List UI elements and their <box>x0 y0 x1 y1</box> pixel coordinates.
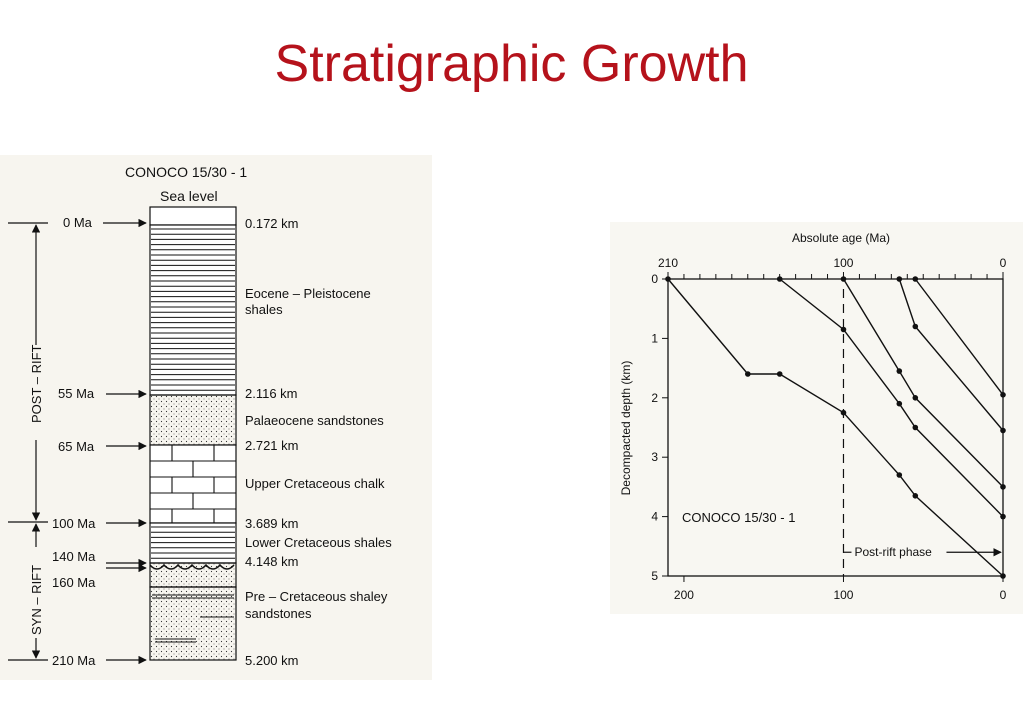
unit-palaeocene: Palaeocene sandstones <box>245 413 384 428</box>
burial-curve-2 <box>779 278 1004 518</box>
unit-chalk: Upper Cretaceous chalk <box>245 476 385 491</box>
slide-title: Stratigraphic Growth <box>274 35 749 93</box>
burial-curve-4 <box>898 278 1004 431</box>
burial-point <box>776 371 783 377</box>
burial-point <box>665 276 671 282</box>
unit-eocene-line2: shales <box>245 302 283 317</box>
burial-point <box>1000 573 1006 579</box>
plot-frame <box>667 278 1004 577</box>
depth-label-3: 2.721 km <box>245 438 298 453</box>
pre-cretaceous-layer <box>149 586 237 661</box>
burial-point <box>912 493 919 499</box>
depth-label-1: 0.172 km <box>245 216 298 231</box>
column-title: CONOCO 15/30 - 1 <box>125 164 247 180</box>
post-rift-label: POST – RIFT <box>29 344 44 423</box>
top-axis-title: Absolute age (Ma) <box>792 231 890 245</box>
column-body <box>149 206 237 661</box>
burial-point <box>896 276 903 282</box>
burial-curve-3 <box>842 278 1004 488</box>
burial-history-chart: Absolute age (Ma) Decompacted depth (km)… <box>619 231 1007 602</box>
age-label-160: 160 Ma <box>52 575 96 590</box>
unit-pre-cretaceous-line1: Pre – Cretaceous shaley <box>245 589 388 604</box>
depth-label-6: 5.200 km <box>245 653 298 668</box>
age-label-65: 65 Ma <box>58 439 95 454</box>
burial-history-panel: Absolute age (Ma) Decompacted depth (km)… <box>610 222 1023 614</box>
burial-point <box>912 323 919 330</box>
unit-lower-cretaceous: Lower Cretaceous shales <box>245 535 392 550</box>
bottom-tick-label: 100 <box>833 588 853 602</box>
y-tick-label: 5 <box>651 569 658 583</box>
syn-rift-label: SYN – RIFT <box>29 565 44 635</box>
burial-point <box>912 395 919 401</box>
burial-point <box>840 409 847 416</box>
chalk-bricks <box>150 445 236 523</box>
sea-water-layer <box>149 206 237 226</box>
stratigraphic-column-figure: CONOCO 15/30 - 1 Sea level <box>8 164 392 668</box>
burial-point <box>776 276 783 282</box>
age-label-210: 210 Ma <box>52 653 96 668</box>
burial-point <box>1000 484 1006 490</box>
burial-point <box>1000 392 1006 398</box>
burial-point <box>896 368 903 374</box>
shale-lines-eocene <box>151 228 235 391</box>
top-tick-label: 0 <box>1000 256 1007 270</box>
depth-label-2: 2.116 km <box>245 386 298 401</box>
burial-point <box>912 276 919 282</box>
age-label-0: 0 Ma <box>63 215 93 230</box>
bottom-tick-label: 200 <box>674 588 694 602</box>
depth-label-5: 4.148 km <box>245 554 298 569</box>
burial-point <box>745 371 751 377</box>
burial-point <box>896 400 903 407</box>
burial-curve-5 <box>914 278 1004 396</box>
age-label-55: 55 Ma <box>58 386 95 401</box>
unconformity-wavy-line <box>149 563 235 570</box>
burial-point <box>896 472 903 478</box>
chalk-layer <box>149 444 237 524</box>
post-rift-label: Post-rift phase <box>854 545 932 559</box>
palaeocene-sandstone-layer <box>149 394 237 446</box>
shale-lines-lower-cretaceous <box>151 526 235 559</box>
eocene-shale-layer <box>149 224 237 396</box>
burial-point <box>1000 513 1006 520</box>
y-tick-label: 1 <box>651 331 658 345</box>
age-label-140: 140 Ma <box>52 549 96 564</box>
sea-level-label: Sea level <box>160 188 218 204</box>
burial-point <box>1000 427 1006 434</box>
burial-point <box>912 424 919 431</box>
y-tick-label: 4 <box>651 510 658 524</box>
well-label: CONOCO 15/30 - 1 <box>682 510 795 525</box>
burial-point <box>840 276 847 282</box>
y-tick-label: 3 <box>651 450 658 464</box>
bottom-tick-label: 0 <box>1000 588 1007 602</box>
depth-label-4: 3.689 km <box>245 516 298 531</box>
stratigraphic-column-panel: CONOCO 15/30 - 1 Sea level <box>0 155 432 680</box>
burial-point <box>840 326 847 333</box>
y-tick-label: 0 <box>651 272 658 286</box>
y-axis-title: Decompacted depth (km) <box>619 361 633 496</box>
top-tick-label: 100 <box>833 256 853 270</box>
y-tick-label: 2 <box>651 391 658 405</box>
unit-eocene-line1: Eocene – Pleistocene <box>245 286 371 301</box>
top-tick-label: 210 <box>658 256 678 270</box>
unit-pre-cretaceous-line2: sandstones <box>245 606 312 621</box>
age-label-100: 100 Ma <box>52 516 96 531</box>
